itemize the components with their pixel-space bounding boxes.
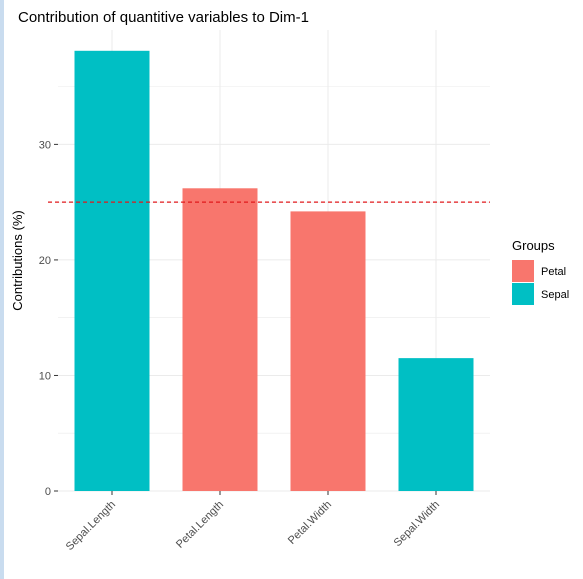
y-tick-label: 20 (39, 255, 51, 267)
legend-title: Groups (512, 238, 555, 253)
bars (74, 50, 474, 492)
legend-swatch-sepal (512, 283, 534, 305)
legend: Groups Petal Sepal (512, 238, 569, 305)
x-axis: Sepal.Length Petal.Length Petal.Width Sepal… (64, 491, 442, 553)
y-axis: 0 10 20 30 (39, 139, 58, 498)
chart-title: Contribution of quantitive variables to … (18, 9, 309, 26)
window-edge (0, 0, 4, 579)
bar-sepal-length (74, 50, 150, 491)
legend-swatch-petal (512, 260, 534, 282)
x-tick-label: Sepal.Width (392, 499, 442, 549)
legend-label-petal: Petal (541, 266, 566, 278)
bar-petal-length (182, 188, 258, 492)
y-tick-label: 10 (39, 370, 51, 382)
y-tick-label: 30 (39, 139, 51, 151)
x-tick-label: Petal.Length (174, 499, 226, 551)
y-axis-title: Contributions (%) (10, 210, 25, 310)
x-tick-label: Sepal.Length (64, 499, 118, 553)
bar-sepal-width (398, 358, 474, 491)
y-tick-label: 0 (45, 486, 51, 498)
bar-petal-width (290, 211, 366, 491)
legend-label-sepal: Sepal (541, 289, 569, 301)
x-tick-label: Petal.Width (286, 499, 334, 547)
